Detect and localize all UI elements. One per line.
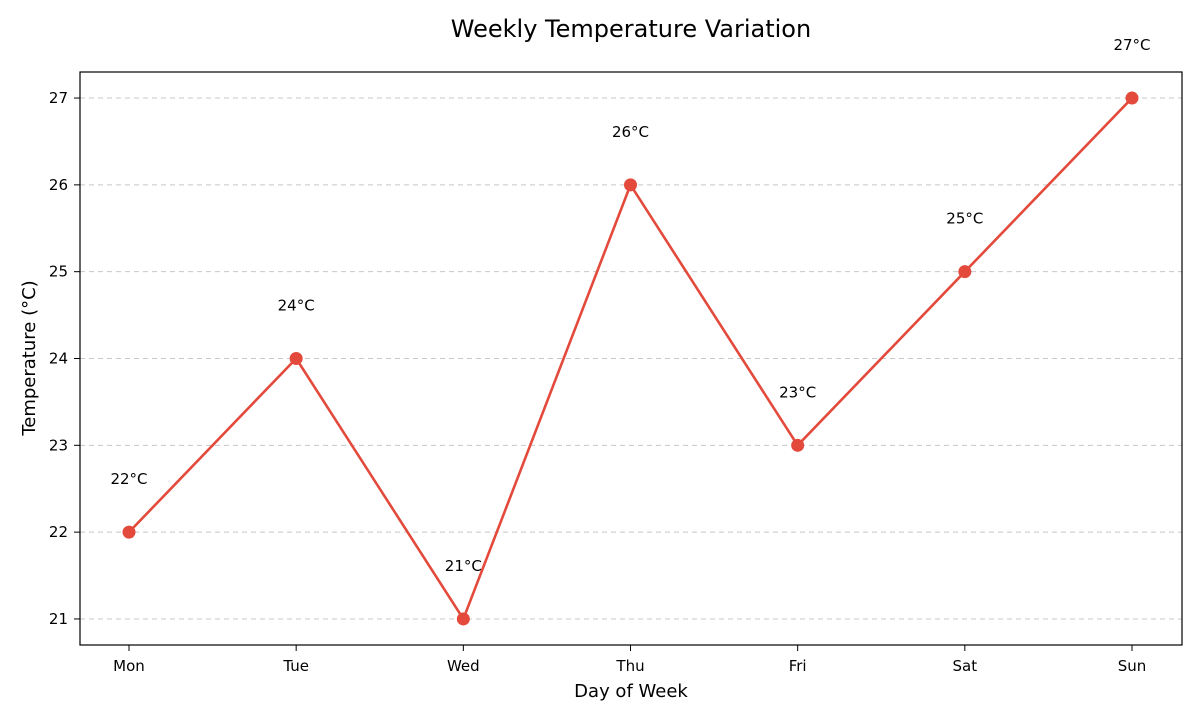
data-label: 25°C: [946, 210, 983, 228]
x-tick-label: Sun: [1118, 657, 1147, 675]
data-label: 22°C: [110, 470, 147, 488]
data-point: [289, 352, 303, 365]
data-label: 21°C: [445, 557, 482, 575]
y-axis-ticks: 21 22 23 24 25 26 27: [49, 89, 80, 628]
data-point: [958, 265, 972, 279]
x-tick-label: Fri: [789, 657, 807, 675]
x-tick-label: Mon: [113, 657, 145, 675]
data-label: 27°C: [1113, 36, 1150, 54]
data-point: [791, 438, 805, 452]
data-point: [456, 612, 470, 626]
grid-layer: [80, 97, 1182, 620]
y-tick-label: 22: [49, 523, 68, 541]
y-tick-label: 25: [49, 263, 68, 281]
y-tick-label: 24: [49, 350, 68, 368]
data-point: [624, 178, 637, 192]
data-point: [122, 525, 136, 539]
data-label: 23°C: [779, 383, 816, 401]
data-label: 24°C: [278, 297, 315, 315]
data-point: [1125, 91, 1139, 105]
y-tick-label: 21: [49, 610, 68, 628]
x-tick-label: Thu: [615, 657, 644, 675]
x-tick-label: Sat: [953, 657, 978, 675]
x-axis-label: Day of Week: [574, 681, 688, 702]
y-tick-label: 27: [49, 89, 68, 107]
series-layer: [122, 91, 1139, 626]
data-label: 26°C: [612, 123, 649, 141]
y-tick-label: 23: [49, 436, 68, 454]
data-label-layer: 22°C 24°C 21°C 26°C 23°C 25°C 27°C: [110, 36, 1150, 575]
y-axis-label: Temperature (°C): [19, 280, 40, 436]
x-tick-label: Wed: [447, 657, 480, 675]
x-axis-ticks: Mon Tue Wed Thu Fri Sat Sun: [113, 645, 1146, 675]
chart-title: Weekly Temperature Variation: [451, 15, 811, 43]
x-tick-label: Tue: [282, 657, 309, 675]
y-tick-label: 26: [49, 176, 68, 194]
